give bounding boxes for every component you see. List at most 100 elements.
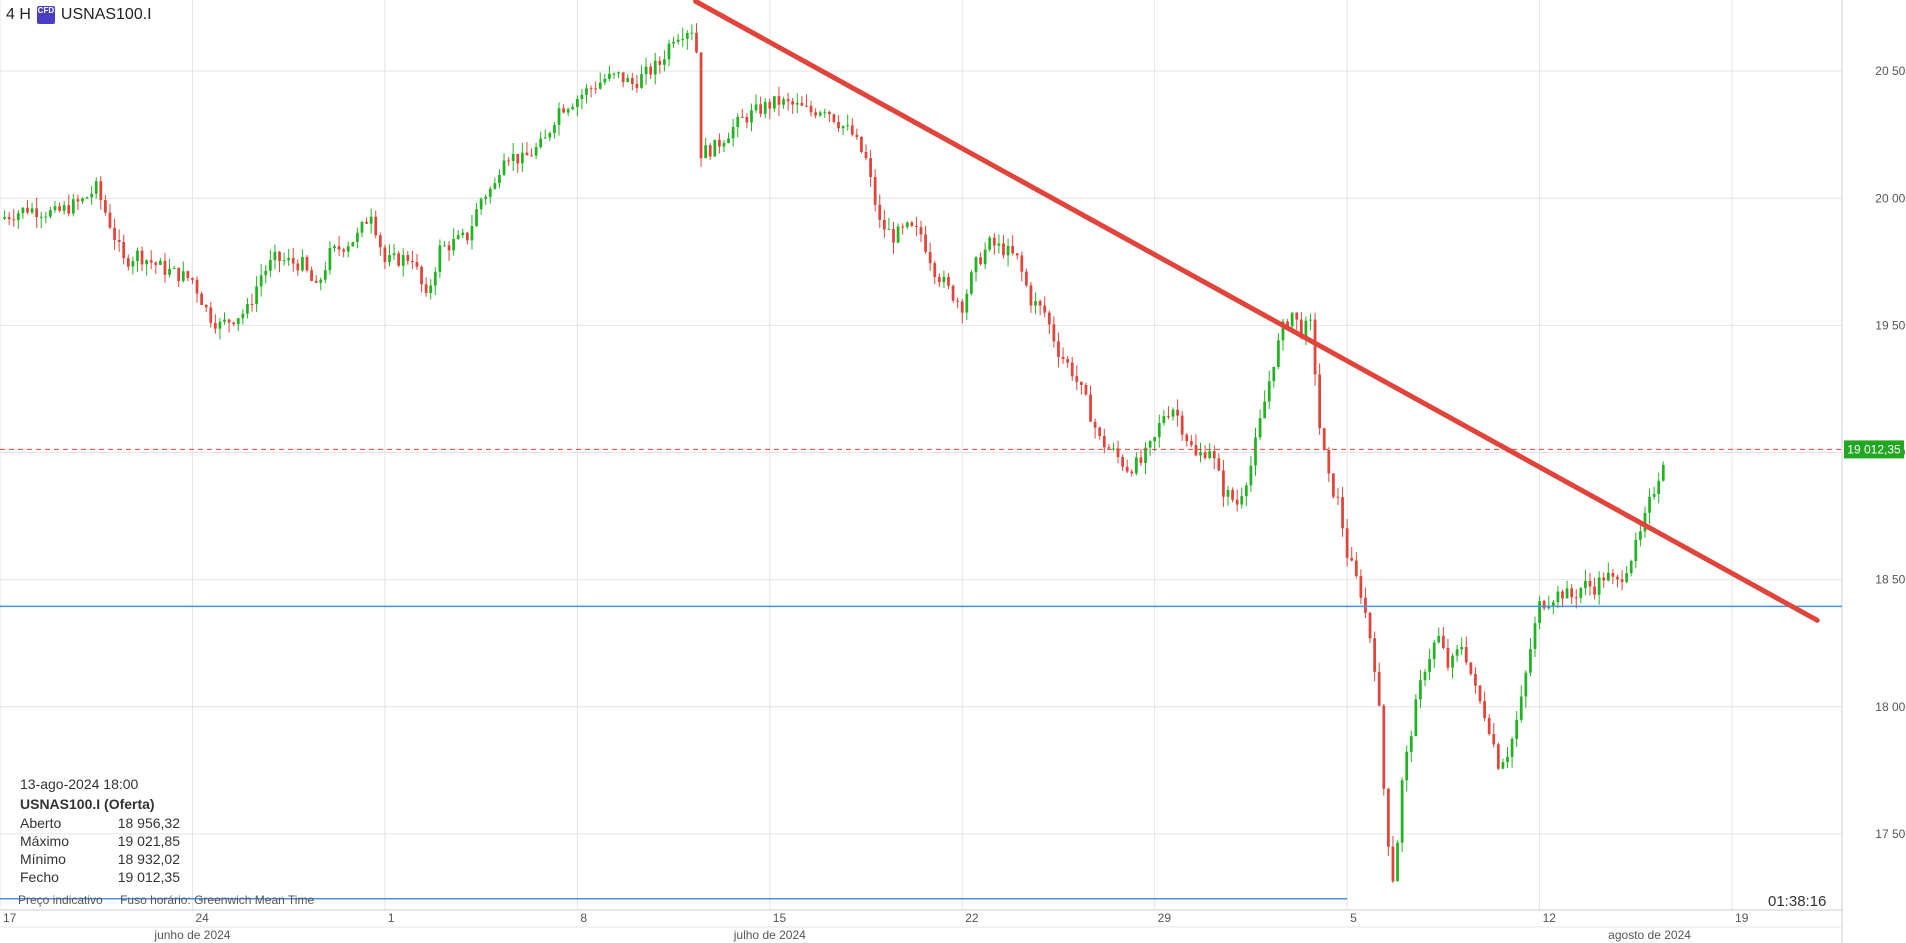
candle-body [213,322,217,329]
candle-body [1451,655,1454,668]
candle-body [113,227,116,240]
candle-body [1496,744,1500,769]
candle-body [1652,494,1656,497]
candle-body [397,253,401,266]
current-price-tag [1844,440,1904,459]
candle-body [429,285,433,293]
candle-body [1148,441,1152,448]
candle-body [800,102,804,106]
candle-body [965,293,969,313]
candle-countdown-timer: 01:38:16 [1768,893,1827,910]
candle-body [690,32,694,34]
candle-body [557,108,561,125]
candle-body [1400,780,1404,843]
candle-body [498,174,501,184]
candle-body [122,242,126,259]
candle-body [873,176,877,205]
candle-body [154,262,158,265]
chart-header: 4 H CFD USNAS100.I [6,6,152,24]
timeframe-label[interactable]: 4 H [6,6,31,23]
candle-body [617,72,620,74]
candle-body [44,216,48,218]
candle-body [67,205,71,214]
candle-body [1634,539,1638,562]
candle-body [566,109,570,113]
candle-body [273,251,277,261]
candle-body [145,260,149,265]
candle-body [1304,320,1308,337]
candle-body [1020,255,1024,272]
candle-body [241,313,245,319]
candle-body [681,38,685,40]
candle-body [1047,312,1051,325]
candle-body [374,216,378,236]
candle-body [882,219,886,230]
instrument-name[interactable]: USNAS100.I [60,6,152,23]
candle-body [461,232,465,236]
candle-body [1267,381,1271,402]
candle-body [1318,374,1322,429]
candle-body [1167,416,1170,418]
candle-body [1162,416,1166,423]
candle-body [1414,699,1418,737]
candle-body [323,270,327,280]
candle-body [708,145,712,157]
candle-body [942,276,946,283]
candle-body [232,322,236,325]
candle-body [1529,649,1532,673]
candle-body [278,251,281,262]
candle-body [534,147,538,156]
candle-body [1212,451,1216,459]
timezone-label[interactable]: Fuso horário: Greenwich Mean Time [120,893,315,907]
info-value: 18 932,02 [117,851,180,867]
info-timestamp: 13-ago-2024 18:00 [20,776,139,792]
candle-body [1377,671,1381,706]
candle-body [99,181,103,201]
candle-body [1235,499,1239,505]
candle-body [1593,586,1596,595]
candle-body [484,196,488,199]
candle-body [1277,340,1280,367]
candle-body [291,258,295,264]
candle-body [319,279,323,283]
candle-body [1556,591,1560,603]
candle-body [305,256,309,271]
candle-body [525,152,529,156]
candle-body [1222,470,1225,497]
candle-body [630,77,634,84]
candle-body [736,116,740,127]
candle-body [832,114,836,122]
candle-body [1510,738,1514,757]
candle-body [314,280,318,283]
candle-body [562,108,565,113]
candle-body [722,143,726,147]
candle-body [149,260,153,263]
candle-body [360,221,364,233]
candle-body [1157,422,1161,438]
candle-body [598,82,602,89]
x-month-label: junho de 2024 [153,928,230,942]
candle-body [1194,445,1198,456]
candle-body [415,261,419,267]
candle-body [979,257,982,265]
candle-body [140,250,144,265]
candle-body [827,111,831,115]
candle-body [452,238,456,251]
candle-body [1125,466,1129,472]
candle-body [1455,649,1459,656]
candle-body [928,251,932,264]
candle-body [1588,580,1592,587]
candle-body [420,266,423,285]
candle-body [168,268,171,275]
candle-body [1189,441,1193,446]
candle-body [1006,245,1010,256]
candle-body [94,181,98,194]
candle-body [1474,674,1477,686]
candle-body [1025,271,1028,286]
candle-body [667,43,671,60]
price-type-label: Preço indicativo [18,893,103,907]
candle-body [282,260,286,262]
candle-body [104,200,107,213]
candle-body [35,208,39,218]
